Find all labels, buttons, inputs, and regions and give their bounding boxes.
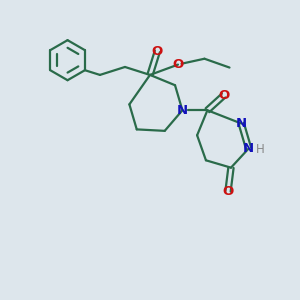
Text: O: O bbox=[222, 185, 234, 198]
Text: O: O bbox=[172, 58, 184, 71]
Text: N: N bbox=[243, 142, 254, 155]
Text: O: O bbox=[152, 45, 163, 58]
Text: O: O bbox=[218, 89, 229, 102]
Text: N: N bbox=[236, 117, 247, 130]
Text: H: H bbox=[256, 143, 264, 157]
Text: N: N bbox=[177, 104, 188, 117]
